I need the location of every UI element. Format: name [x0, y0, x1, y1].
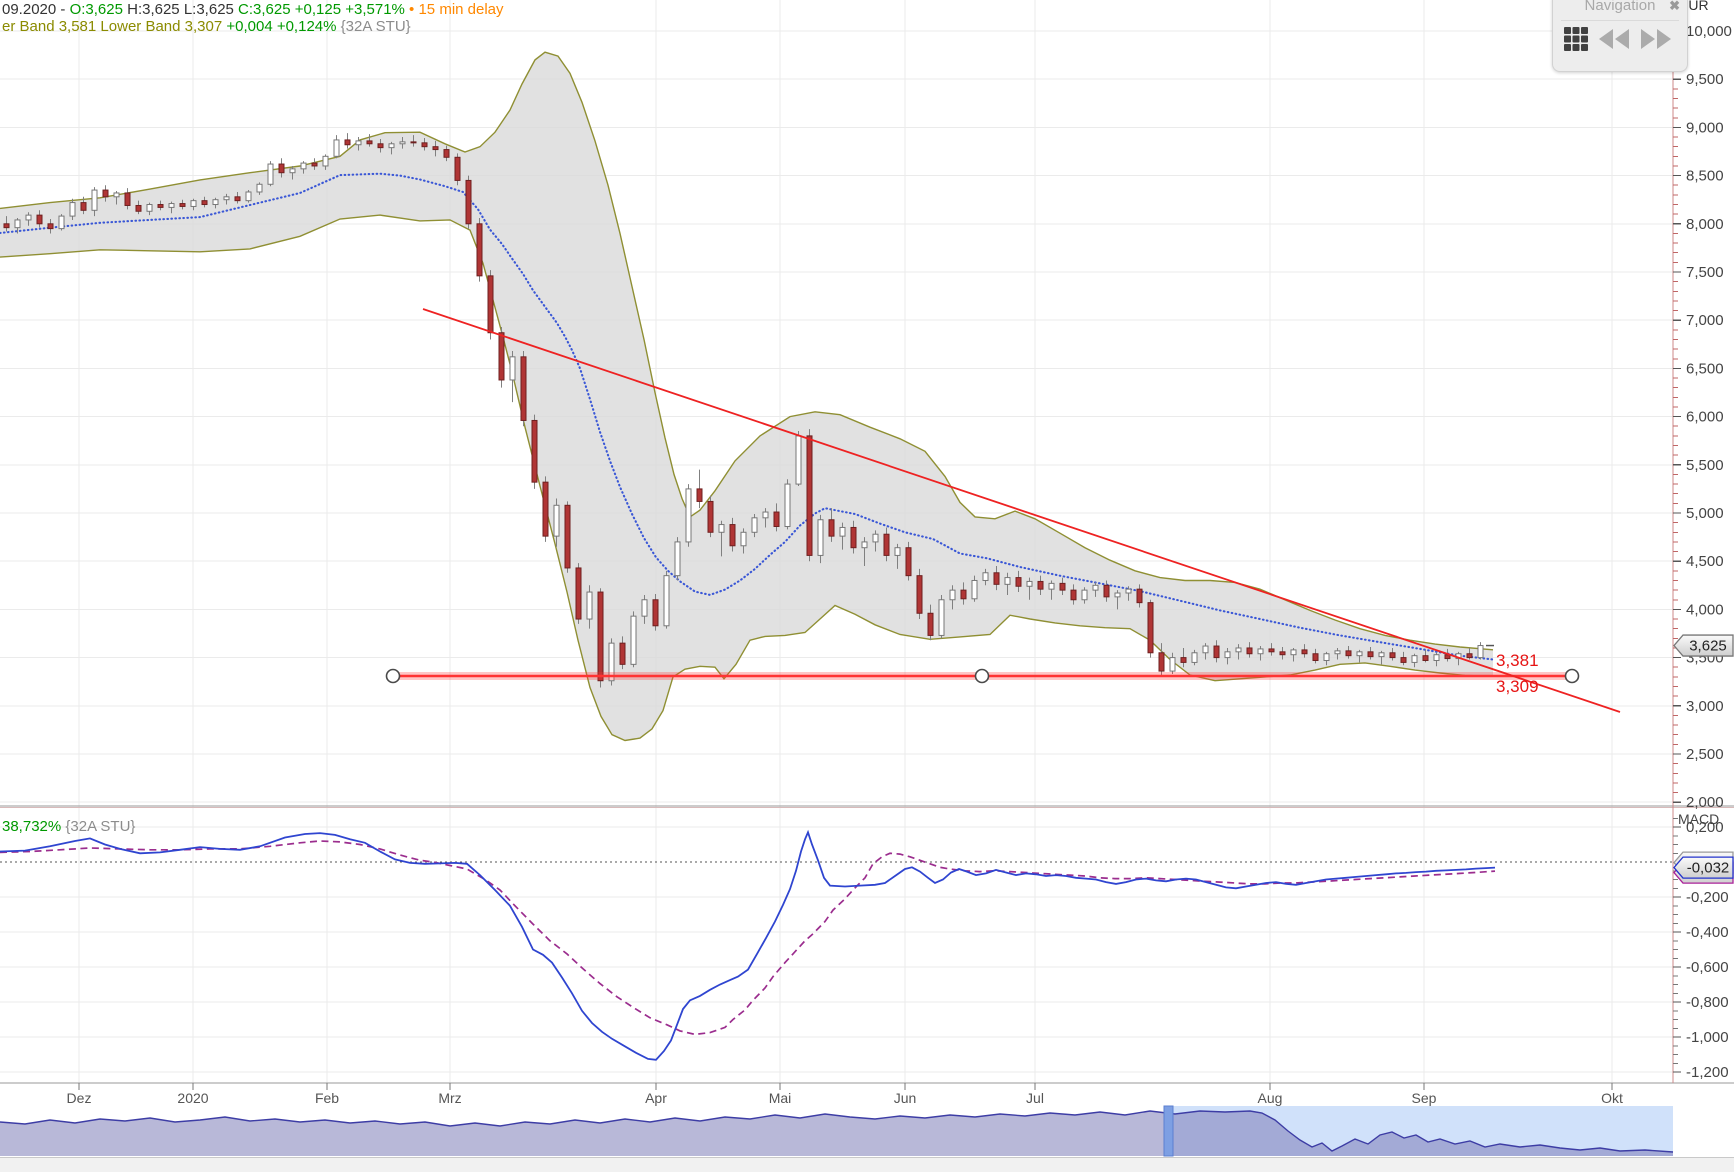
close-icon[interactable]: ✖ [1669, 0, 1680, 13]
legend-segment: H:3,625 [127, 1, 184, 18]
navigation-panel: Navigation ✖ [1552, 0, 1688, 72]
axis-tick-label: 7,000 [1686, 312, 1724, 329]
axis-tick-label: -0,200 [1686, 889, 1729, 906]
date-tick-label: Dez [67, 1090, 92, 1106]
legend-segment: 38,732% [2, 818, 66, 835]
date-tick-label: Jun [894, 1090, 917, 1106]
axis-tick-label: -0,400 [1686, 924, 1729, 941]
horizontal-scrollbar[interactable] [0, 1157, 1734, 1172]
axis-tick-label: 6,000 [1686, 409, 1724, 426]
legend-segment: • 15 min delay [409, 1, 504, 18]
date-tick-label: Sep [1412, 1090, 1437, 1106]
axis-tick-label: 4,000 [1686, 601, 1724, 618]
macd-value-tag: -0,032 [1673, 856, 1734, 879]
navigator-left-handle[interactable] [1163, 1105, 1174, 1157]
navigation-panel-title: Navigation [1584, 0, 1656, 14]
trendline-value-label: 3,381 [1496, 651, 1539, 670]
axis-tick-label: -1,000 [1686, 1029, 1729, 1046]
axis-tick-label: 3,000 [1686, 698, 1724, 715]
legend-segment: Lower Band 3,307 [100, 18, 227, 35]
navigation-panel-buttons [1563, 26, 1673, 55]
date-tick-label: Mrz [438, 1090, 461, 1106]
axis-tick-label: 7,500 [1686, 264, 1724, 281]
macd-axis[interactable]: 0,200 -0,200 -0,400 -0,600 -0,800 -1,000 -1,20… [1673, 817, 1729, 1081]
legend-segment: {32A STU} [65, 818, 136, 835]
support-line-start-handle[interactable] [385, 668, 401, 684]
trendline[interactable] [422, 308, 1621, 713]
date-tick-label: Mai [769, 1090, 792, 1106]
grid-view-button[interactable] [1563, 26, 1589, 55]
navigation-panel-header: Navigation ✖ [1553, 0, 1687, 17]
legend-segment: +0,124% [276, 18, 341, 35]
axis-tick-label: 6,500 [1686, 360, 1724, 377]
macd-axis-title: MACD [1678, 811, 1719, 827]
legend-segment: +0,004 [226, 18, 277, 35]
date-tick-label: 2020 [177, 1090, 208, 1106]
legend-segment: C:3,625 [238, 1, 295, 18]
fast-forward-button[interactable] [1639, 27, 1673, 54]
macd-indicator-legend: 38,732% {32A STU} [2, 819, 135, 835]
legend-segment: O:3,625 [69, 1, 128, 18]
axis-tick-label: 8,000 [1686, 216, 1724, 233]
axis-tick-label: -0,600 [1686, 959, 1729, 976]
legend-segment: 09.2020 - [2, 1, 70, 18]
support-value-label: 3,309 [1496, 677, 1539, 696]
macd-line [0, 829, 1496, 1061]
line-value-labels: 3,381 3,309 [1496, 651, 1539, 696]
legend-segment: L:3,625 [183, 1, 239, 18]
date-tick-label: Feb [315, 1090, 339, 1106]
date-tick-label: Jul [1026, 1090, 1044, 1106]
bollinger-band-legend: er Band 3,581 Lower Band 3,307 +0,004 +0… [2, 19, 411, 35]
axis-tick-label: 2,000 [1686, 794, 1724, 811]
date-axis[interactable]: Dez 2020 Feb Mrz Apr Mai Jun Jul Aug Sep Okt [67, 1083, 1623, 1106]
axis-tick-label: 0,200 [1686, 819, 1724, 836]
instrument-ohlc-legend: 09.2020 - O:3,625 H:3,625 L:3,625 C:3,62… [2, 2, 504, 18]
axis-tick-label: 9,000 [1686, 119, 1724, 136]
support-line-end-handle[interactable] [1564, 668, 1580, 684]
navigation-panel-divider [1561, 20, 1679, 21]
axis-tick-label: -0,800 [1686, 994, 1729, 1011]
axis-tick-label: 4,500 [1686, 553, 1724, 570]
macd-signal-line [0, 840, 1496, 1036]
date-tick-label: Aug [1258, 1090, 1283, 1106]
date-tick-label: Okt [1601, 1090, 1623, 1106]
axis-tick-label: 5,500 [1686, 457, 1724, 474]
axis-tick-label: 9,500 [1686, 71, 1724, 88]
candlesticks [3, 133, 1484, 688]
fast-forward-icon [1641, 29, 1671, 49]
macd-value-tag-text: -0,032 [1687, 860, 1730, 877]
grid-icon [1564, 27, 1588, 51]
bollinger-band [0, 51, 1495, 742]
last-price-tag: 3,625 [1673, 634, 1734, 657]
date-tick-label: Apr [645, 1090, 667, 1106]
rewind-button[interactable] [1597, 27, 1631, 54]
navigator[interactable] [0, 1105, 1674, 1157]
axis-tick-label: 10,000 [1686, 23, 1732, 40]
legend-segment: er Band 3,581 [2, 18, 101, 35]
support-line[interactable] [385, 668, 1580, 684]
axis-tick-label: 5,000 [1686, 505, 1724, 522]
rewind-icon [1599, 29, 1629, 49]
axis-tick-label: -1,200 [1686, 1064, 1729, 1081]
axis-tick-label: 2,500 [1686, 746, 1724, 763]
legend-segment: +3,571% [345, 1, 410, 18]
support-line-mid-handle[interactable] [974, 668, 990, 684]
legend-segment: {32A STU} [340, 18, 411, 35]
price-axis[interactable]: 10,000 9,500 9,000 8,500 8,000 7,500 7,000 6,50… [1672, 0, 1732, 1083]
legend-segment: +0,125 [294, 1, 346, 18]
last-price-tag-text: 3,625 [1689, 638, 1727, 655]
axis-tick-label: 8,500 [1686, 168, 1724, 185]
macd-plot [0, 829, 1673, 1061]
